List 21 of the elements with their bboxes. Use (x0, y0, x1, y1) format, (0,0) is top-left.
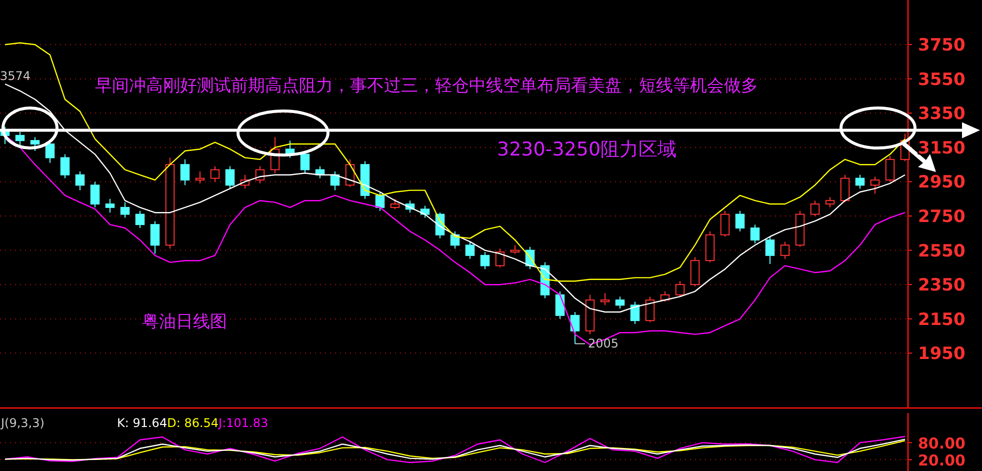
y-tick-label: 2550 (918, 241, 966, 262)
y-tick-label: 3350 (918, 104, 966, 124)
series-label: J:101.83 (218, 416, 268, 430)
y-tick-label: 20.00 (918, 452, 966, 470)
chart-title: J(9,3,3) (0, 416, 44, 430)
y-tick-label: 3750 (918, 36, 966, 56)
annotation: 粤油日线图 (142, 312, 227, 332)
series-label: D: 86.54 (167, 416, 219, 430)
ref-line-label: 3230-3250阻力区域 (497, 138, 677, 160)
y-tick-label: 2950 (918, 172, 966, 193)
y-tick-label: 3150 (918, 138, 966, 158)
y-tick-label: 2350 (918, 276, 966, 296)
y-tick-label: 1950 (918, 344, 966, 364)
y-tick-label: 3550 (918, 70, 966, 90)
annotation: 早间冲高刚好测试前期高点阻力，事不过三，轻仓中线空单布局看美盘，短线等机会做多 (95, 76, 758, 96)
annotation: 2005 (588, 336, 619, 351)
y-tick-label: 2750 (918, 207, 966, 227)
annotation: 3574 (0, 69, 31, 83)
y-tick-label: 80.00 (918, 434, 966, 453)
y-tick-label: 2150 (918, 310, 966, 330)
series-label: K: 91.64 (117, 416, 168, 430)
